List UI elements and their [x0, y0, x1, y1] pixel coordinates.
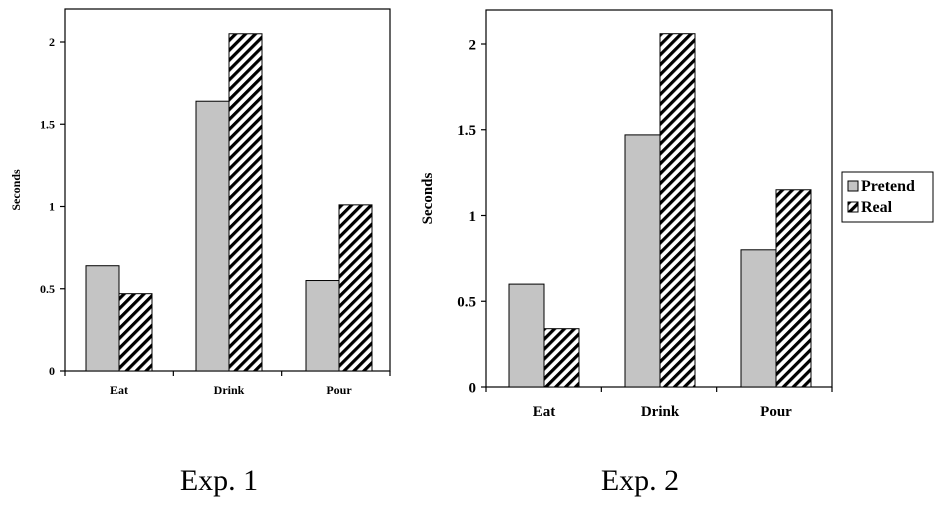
- chart-panel-1: 0 0.5 1 1.5 2 Eat Drink Pour Seconds Exp. 1: [9, 8, 391, 497]
- y-tick-label: 0: [469, 380, 477, 396]
- legend-swatch-real: [847, 201, 859, 213]
- y-tick-label: 0.5: [457, 295, 476, 311]
- y-tick-label: 2: [469, 37, 477, 53]
- x-category-label: Pour: [326, 383, 352, 397]
- y-tick-label: 2: [49, 35, 55, 49]
- y-tick-label: 1: [469, 209, 477, 225]
- bar-pretend-drink: [624, 134, 661, 388]
- bar-pretend-pour: [305, 280, 340, 372]
- panel-caption: Exp. 2: [601, 464, 679, 497]
- legend-swatch-pretend: [847, 180, 859, 192]
- bar-real-drink: [228, 33, 263, 372]
- bar-pretend-drink: [195, 100, 230, 372]
- legend-label-real: Real: [861, 199, 893, 216]
- y-tick-label: 1: [49, 200, 55, 214]
- bar-pretend-eat: [508, 283, 545, 388]
- bar-real-pour: [775, 189, 812, 388]
- bar-real-eat: [118, 293, 153, 372]
- bar-real-eat: [543, 328, 580, 388]
- y-axis-title: Seconds: [420, 173, 436, 225]
- panel-caption: Exp. 1: [180, 464, 258, 497]
- x-category-label: Drink: [214, 383, 245, 397]
- y-tick-label: 1.5: [457, 123, 476, 139]
- legend-label-pretend: Pretend: [861, 178, 915, 195]
- chart-panel-2: 0 0.5 1 1.5 2 Eat Drink Pour Seconds Exp. 2: [420, 9, 833, 497]
- x-category-label: Eat: [110, 383, 128, 397]
- y-axis-title: Seconds: [9, 169, 23, 211]
- bar-pretend-eat: [85, 265, 120, 372]
- y-tick-label: 0.5: [40, 282, 55, 296]
- x-category-label: Eat: [533, 404, 556, 420]
- bar-pretend-pour: [740, 249, 777, 388]
- x-category-label: Pour: [760, 404, 792, 420]
- legend-box: [841, 171, 934, 223]
- y-tick-label: 0: [49, 364, 55, 378]
- x-category-label: Drink: [641, 404, 680, 420]
- bar-real-pour: [338, 204, 373, 372]
- legend: Pretend Real: [841, 171, 934, 223]
- bar-real-drink: [659, 33, 696, 388]
- y-tick-label: 1.5: [40, 117, 55, 131]
